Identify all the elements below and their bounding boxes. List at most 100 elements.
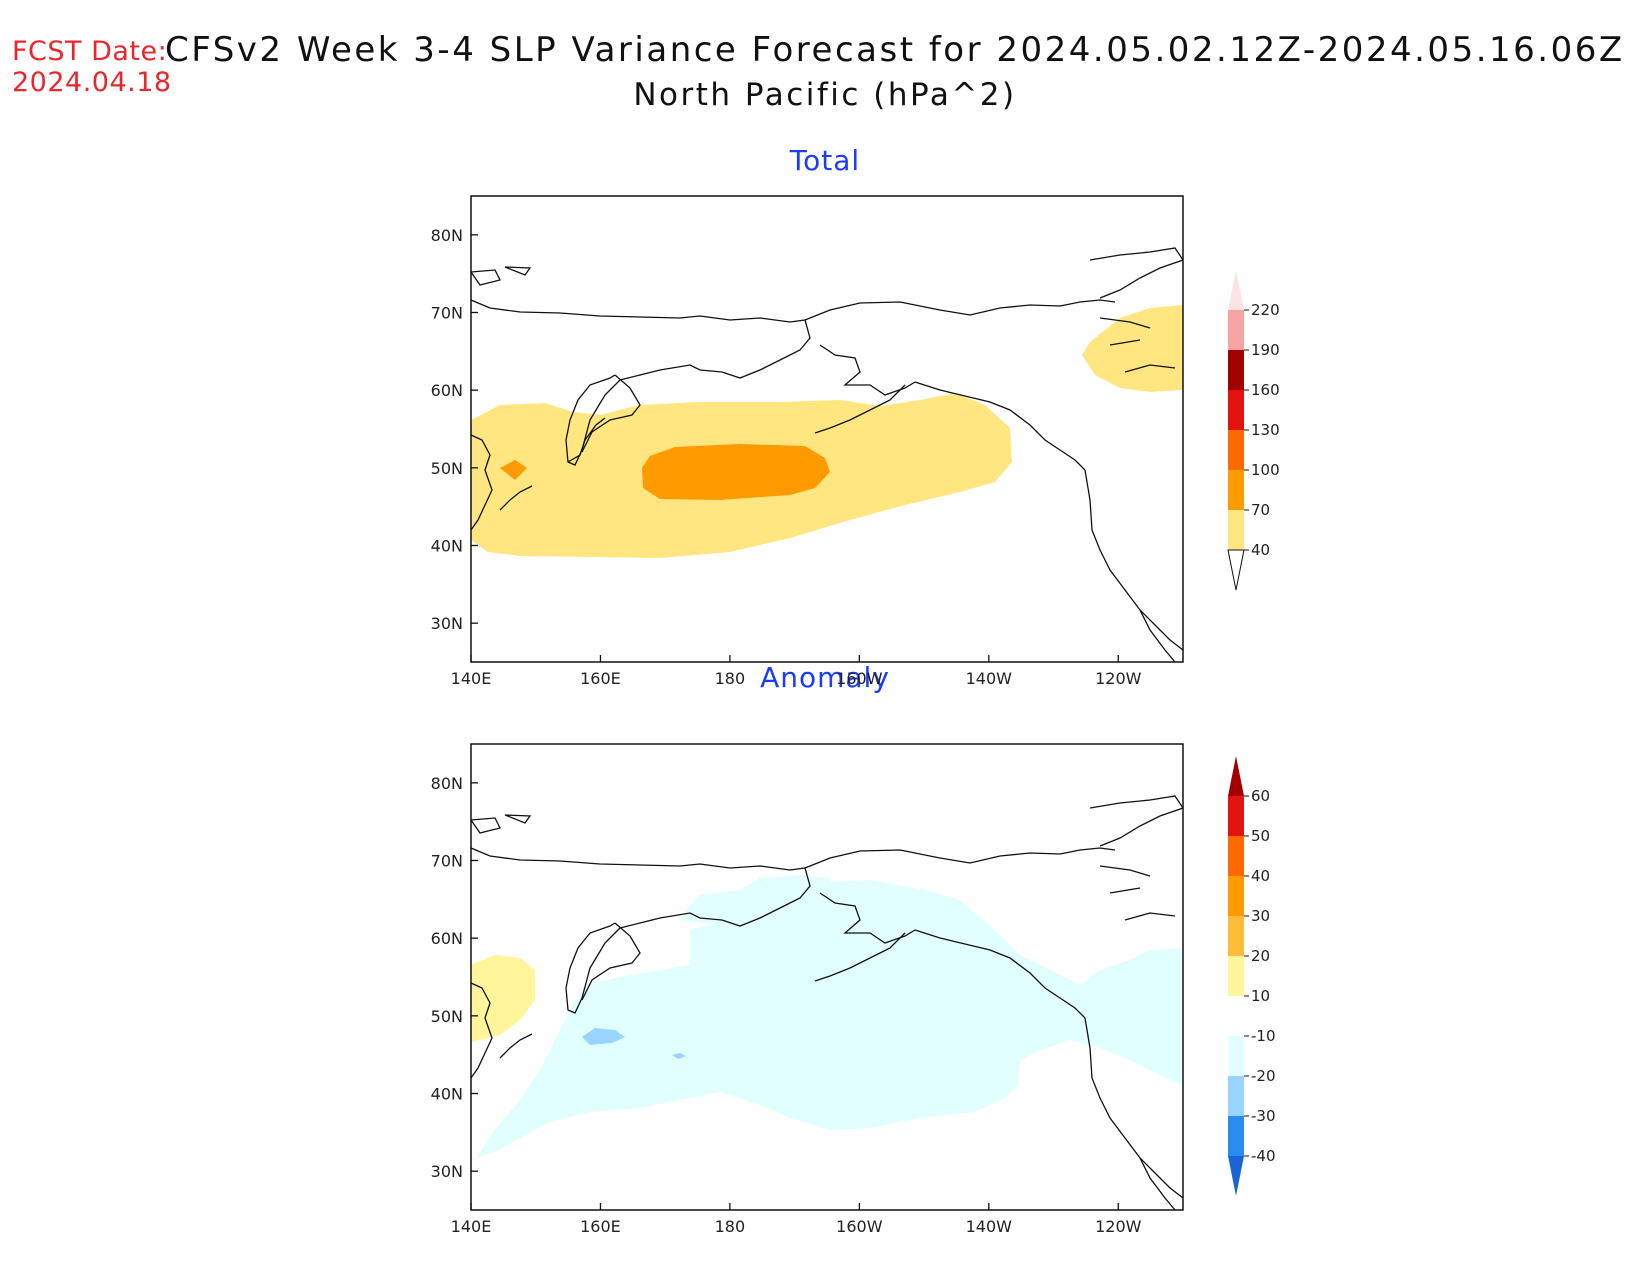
total-lon-tick-label: 180 [715,669,746,688]
coast-alaska-south-b [914,929,1086,1019]
anomaly-lat-tick-label: 50N [431,1007,463,1026]
total-colorbar-label: 100 [1251,461,1280,479]
coast-baja [1139,609,1176,662]
anomaly-lat-tick-label: 80N [431,774,463,793]
total-colorbar-label: 70 [1251,501,1270,519]
total-colorbar-segment [1228,430,1244,470]
coast-arctic-islands-b [471,795,1183,921]
anomaly-colorbar-segment [1228,996,1244,1036]
anomaly-lon-tick-label: 160W [836,1217,883,1236]
coast-alaska-south [914,381,1086,471]
anomaly-axes: 80N 70N 60N 50N 40N 30N 140E 160E 180 160W 140W 120… [431,774,1142,1236]
anomaly-map-frame [470,743,1184,1211]
anomaly-lon-tick-label: 160E [580,1217,621,1236]
anomaly-colorbar: 60 50 40 30 20 10 -10 -20 -30 -40 [1228,756,1276,1196]
anomaly-colorbar-segment [1228,836,1244,876]
total-axes: 80N 70N 60N 50N 40N 30N 140E 160E 180 160W 140W 120… [431,226,1142,688]
anomaly-lon-tick-label: 120W [1095,1217,1142,1236]
panel-title-anomaly: Anomaly [760,661,890,694]
coast-siberia [471,299,811,466]
anomaly-contour-neg-main [478,880,1183,1157]
anomaly-colorbar-segment [1228,1036,1244,1076]
total-colorbar-segment [1228,510,1244,550]
anomaly-colorbar-label: 60 [1251,787,1270,805]
anomaly-colorbar-segment [1228,1116,1244,1156]
anomaly-colorbar-label: -40 [1251,1147,1276,1165]
coast-alaska-west-b [819,892,916,944]
total-colorbar-label: 130 [1251,421,1280,439]
coast-japan-b [471,982,493,1079]
coast-kamchatka-b [581,922,641,1001]
coast-canada-west [1084,469,1183,651]
anomaly-colorbar-bottom-arrow [1228,1156,1244,1196]
total-lat-tick-label: 50N [431,459,463,478]
anomaly-colorbar-label: -20 [1251,1067,1276,1085]
coast-baja-b [1139,1157,1176,1210]
anomaly-contour-neg-gulf [1130,948,1183,972]
map-panel-total: 80N 70N 60N 50N 40N 30N 140E 160E 180 160W 140W 120… [431,195,1280,688]
anomaly-colorbar-label: 50 [1251,827,1270,845]
forecast-date-value: 2024.04.18 [12,67,172,98]
total-colorbar: 220 190 160 130 100 70 40 [1227,270,1280,591]
anomaly-lon-tick-label: 140E [451,1217,492,1236]
anomaly-lon-tick-label: 140W [966,1217,1013,1236]
total-contour-70-100-center [642,444,830,500]
total-colorbar-segment [1228,310,1244,350]
total-lon-tick-label: 160E [580,669,621,688]
coast-arctic-islands [471,247,1183,373]
coast-alaska-west [819,344,916,396]
anomaly-colorbar-label: -10 [1251,1027,1276,1045]
anomaly-lon-tick-label: 180 [715,1217,746,1236]
total-lon-tick-label: 120W [1095,669,1142,688]
anomaly-lat-tick-label: 40N [431,1085,463,1104]
anomaly-lat-tick-label: 70N [431,852,463,871]
coast-kamchatka [581,374,641,453]
anomaly-lat-tick-label: 30N [431,1162,463,1181]
forecast-date-block: FCST Date: 2024.04.18 [12,36,172,98]
anomaly-colorbar-top-arrow [1228,756,1244,796]
coast-kuril-b [499,1033,533,1059]
anomaly-contour-neg-20-30 [582,1028,625,1045]
total-contour-70-100-small [500,460,527,480]
total-contour-40-70-ne [1082,305,1183,392]
total-shading [471,305,1183,558]
coast-chukotka-b [804,847,1116,869]
figure-title: CFSv2 Week 3-4 SLP Variance Forecast for… [165,30,1625,70]
total-colorbar-label: 190 [1251,341,1280,359]
coast-chukotka [804,299,1116,321]
total-lat-tick-label: 60N [431,381,463,400]
total-map-frame [470,195,1184,663]
coast-siberia-b [471,847,811,1014]
anomaly-contour-pos-10-20 [471,955,535,1042]
total-lat-tick-label: 80N [431,226,463,245]
anomaly-contour-neg-arctic [680,875,830,925]
total-colorbar-segment [1228,470,1244,510]
total-lon-tick-label: 140E [451,669,492,688]
anomaly-coastlines [471,795,1183,1210]
anomaly-colorbar-label: 30 [1251,907,1270,925]
anomaly-shading [471,875,1183,1157]
coast-alaska-peninsula-b [814,932,906,982]
forecast-date-label: FCST Date: [12,36,168,67]
total-colorbar-label: 220 [1251,301,1280,319]
coast-canada-west-b [1084,1017,1183,1199]
map-panel-anomaly: 80N 70N 60N 50N 40N 30N 140E 160E 180 160W 140W 120… [431,743,1276,1236]
total-coastlines [471,247,1183,662]
anomaly-colorbar-segment [1228,1076,1244,1116]
anomaly-contour-neg-20-30-small [672,1053,686,1059]
coast-kuril [499,485,533,511]
total-lon-tick-label: 140W [966,669,1013,688]
total-lat-tick-label: 30N [431,614,463,633]
total-colorbar-bottom-arrow [1227,549,1245,591]
total-colorbar-segment [1228,350,1244,390]
anomaly-colorbar-segment [1228,956,1244,996]
anomaly-colorbar-segment [1228,916,1244,956]
coast-alaska-peninsula [814,384,906,434]
anomaly-colorbar-label: 40 [1251,867,1270,885]
total-colorbar-label: 160 [1251,381,1280,399]
total-lat-tick-label: 40N [431,537,463,556]
total-lon-tick-label: 160W [836,669,883,688]
anomaly-colorbar-segment [1228,876,1244,916]
figure-subtitle: North Pacific (hPa^2) [633,77,1017,113]
